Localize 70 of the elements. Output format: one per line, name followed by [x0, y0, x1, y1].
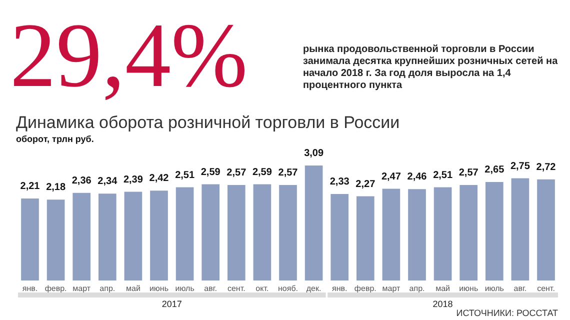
x-tick-label: март: [72, 284, 91, 293]
text: рынка продовольственной торговли в России занимала десятка крупнейших розничных сетей на начало 2018 г. За год доля выросла на 1,4 процентного пункта: [303, 44, 558, 91]
bar: [536, 178, 556, 282]
data-label: 2,57: [226, 168, 247, 179]
bar: [381, 188, 402, 282]
bar: [484, 181, 504, 282]
bar: [20, 198, 40, 282]
x-tick-label: авг.: [514, 284, 527, 293]
x-tick-label: сент.: [227, 284, 246, 293]
x-tick-label: окт.: [256, 284, 269, 293]
data-label: 2,57: [278, 168, 298, 179]
chart-title: Динамика оборота розничной торговли в России: [16, 113, 400, 132]
data-label: 2,46: [407, 172, 428, 183]
bar: [123, 190, 144, 282]
data-label: 2,72: [536, 162, 556, 173]
bar: [97, 192, 118, 282]
bar: [458, 184, 479, 282]
x-tick-label: апр.: [409, 284, 425, 293]
bar: [252, 183, 272, 282]
bar: [149, 190, 169, 282]
text: ИСТОЧНИКИ: РОССТАТ: [456, 308, 558, 318]
bar: [46, 198, 66, 282]
data-label: 2,27: [356, 178, 376, 190]
x-tick-label: июнь: [459, 284, 478, 293]
bar: [174, 186, 195, 282]
x-tick-label: март: [382, 284, 400, 293]
x-tick-label: сент.: [537, 284, 555, 293]
bar: [72, 192, 92, 282]
x-tick-label: февр.: [44, 284, 67, 293]
x-tick-label: февр.: [354, 284, 376, 293]
bar: [304, 164, 324, 282]
x-tick-label: апр.: [100, 284, 116, 293]
x-tick-label: янв.: [22, 284, 38, 293]
data-label: 3,09: [304, 148, 324, 159]
data-label: 2,65: [484, 164, 505, 176]
data-label: 2,75: [510, 160, 530, 172]
x-tick-label: май: [436, 284, 450, 293]
bar: [330, 193, 350, 282]
text: 2017: [162, 299, 182, 309]
bar: [226, 184, 246, 282]
data-label: 2,34: [98, 176, 118, 188]
bar: [355, 195, 376, 282]
data-label: 2,42: [149, 173, 170, 184]
bar: [510, 177, 530, 282]
data-label: 2,33: [330, 176, 350, 188]
bar: [432, 186, 453, 282]
data-label: 2,51: [175, 170, 195, 181]
data-label: 2,57: [458, 168, 479, 179]
bar: [278, 184, 298, 282]
x-tick-label: авг.: [204, 284, 218, 293]
data-label: 2,39: [123, 174, 144, 186]
x-tick-label: дек.: [306, 284, 322, 293]
data-label: 2,47: [381, 171, 402, 182]
data-label: 2,51: [433, 170, 453, 181]
x-tick-label: июль: [484, 284, 504, 293]
x-tick-label: июнь: [149, 284, 169, 293]
text: 2018: [432, 299, 453, 309]
data-label: 2,36: [72, 175, 92, 186]
bar: [407, 188, 427, 282]
x-tick-label: янв.: [332, 284, 348, 293]
bar: [200, 183, 221, 282]
data-label: 2,59: [252, 166, 272, 178]
x-tick-label: нояб.: [278, 284, 298, 293]
y-axis-title: оборот, трлн руб.: [16, 134, 94, 144]
data-label: 2,21: [20, 181, 40, 192]
x-tick-label: июль: [175, 284, 194, 293]
data-label: 2,18: [46, 182, 66, 194]
x-tick-label: май: [126, 284, 140, 293]
data-label: 2,59: [200, 166, 221, 178]
text: 29,4%: [10, 4, 248, 106]
